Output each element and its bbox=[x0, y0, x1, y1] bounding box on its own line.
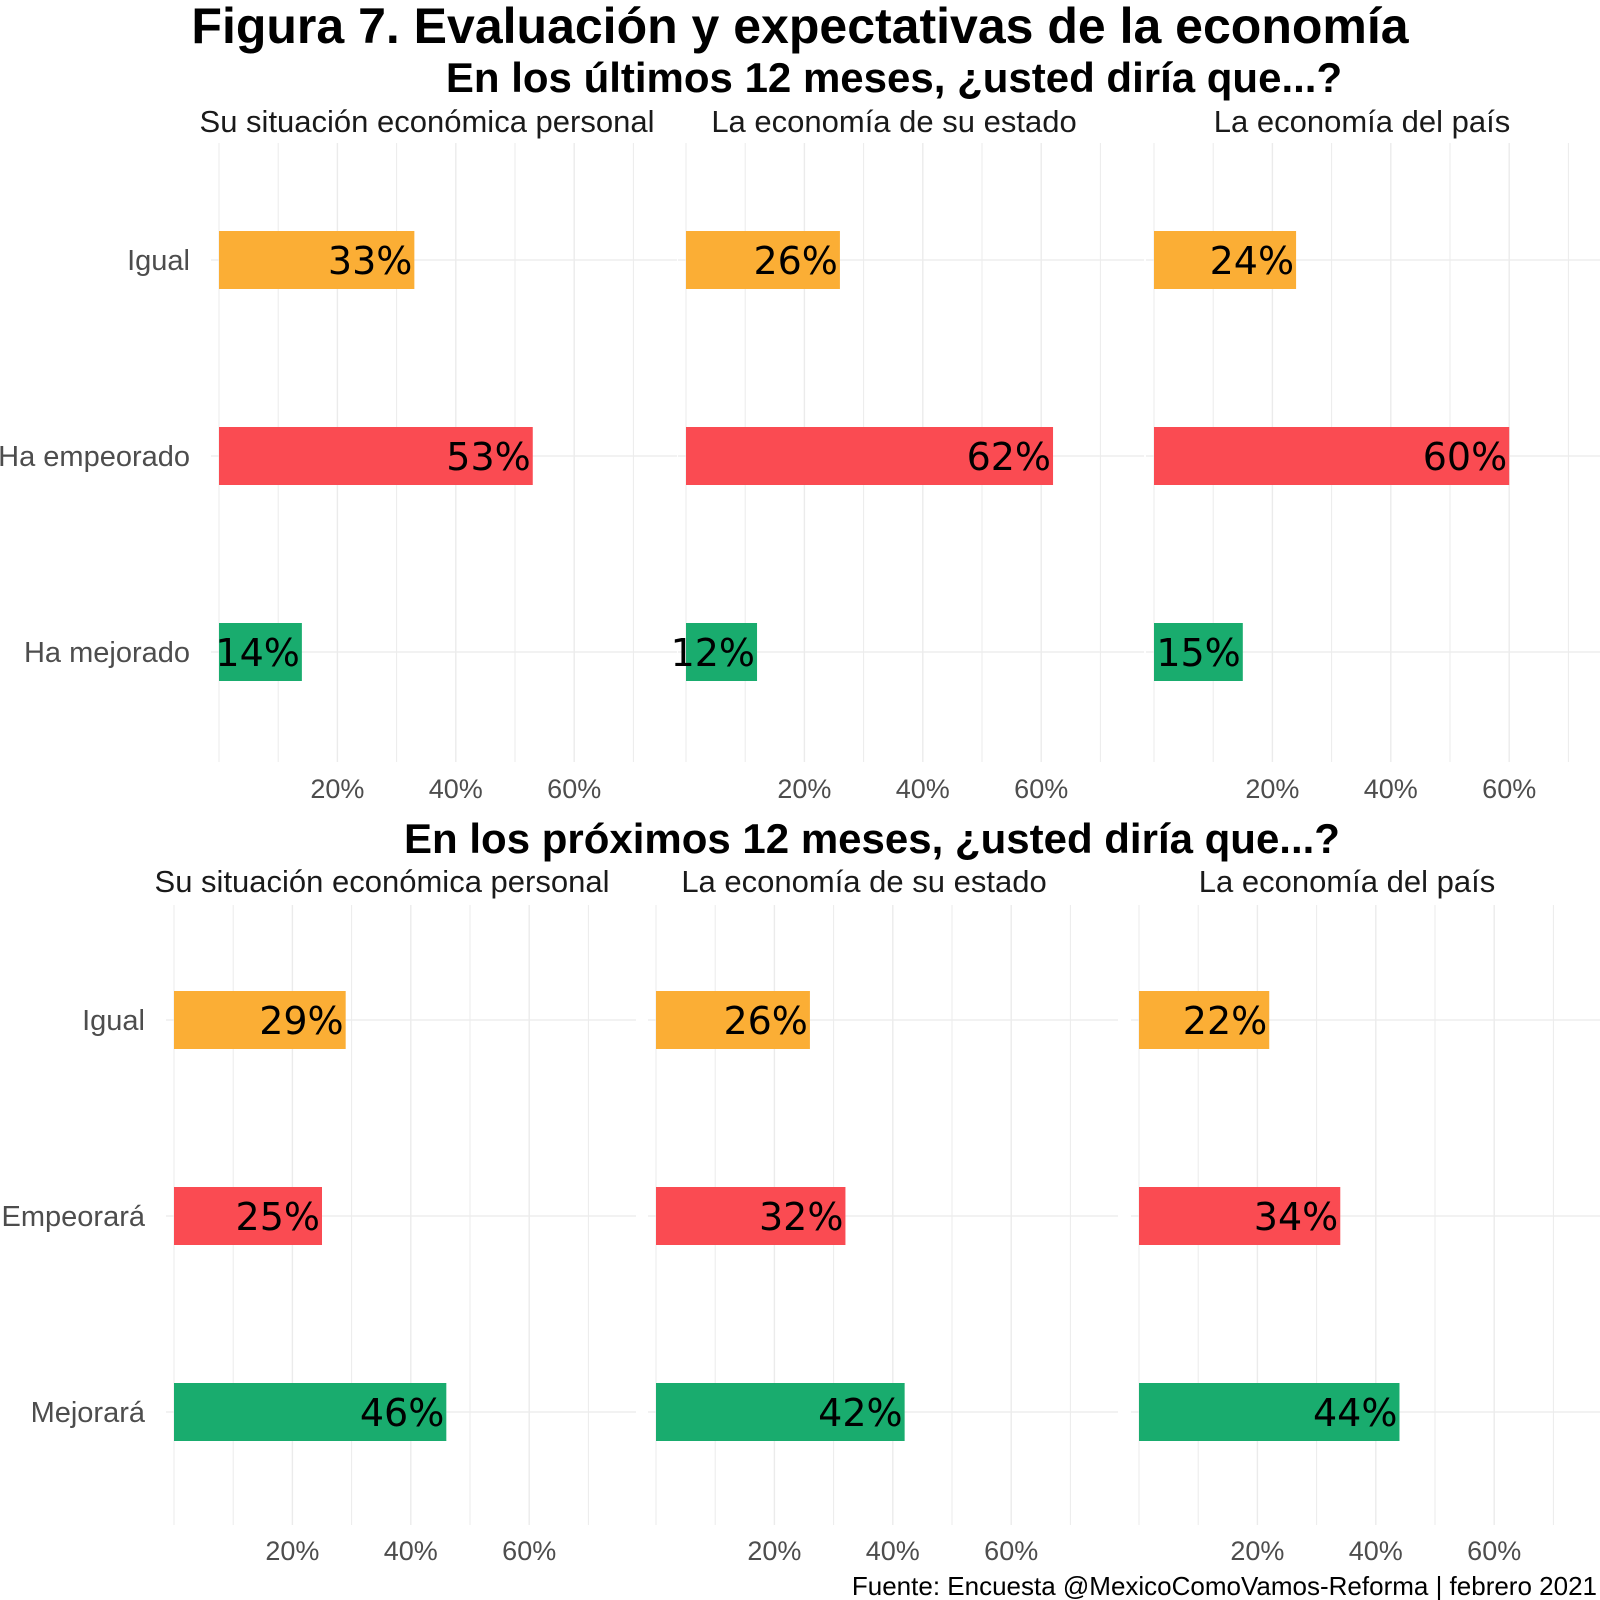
x-tick-past-1-2: 60% bbox=[1014, 774, 1068, 804]
y-label-past-ha-empeorado: Ha empeorado bbox=[0, 441, 190, 473]
facet-title-future-la-economia-de-su-estado: La economía de su estado bbox=[681, 864, 1046, 899]
data-label-past-su-situacion-economica-personal-igual: 33% bbox=[328, 239, 412, 283]
data-label-past-la-economia-del-pais-ha-mejorado: 15% bbox=[1156, 631, 1240, 675]
facet-title-past-la-economia-de-su-estado: La economía de su estado bbox=[711, 104, 1076, 139]
bar-future-la-economia-de-su-estado-mejorara bbox=[656, 1383, 905, 1441]
x-tick-past-0-1: 40% bbox=[429, 774, 483, 804]
data-label-future-la-economia-del-pais-igual: 22% bbox=[1183, 999, 1267, 1043]
bar-past-su-situacion-economica-personal-ha-empeorado bbox=[219, 427, 533, 485]
x-tick-future-0-1: 40% bbox=[384, 1536, 438, 1566]
facet-title-future-la-economia-del-pais: La economía del país bbox=[1199, 864, 1495, 899]
section-subtitle-past: En los últimos 12 meses, ¿usted diría qu… bbox=[446, 54, 1342, 101]
x-tick-future-1-2: 60% bbox=[984, 1536, 1038, 1566]
bar-past-su-situacion-economica-personal-ha-mejorado bbox=[219, 623, 302, 681]
x-tick-future-2-0: 20% bbox=[1230, 1536, 1284, 1566]
data-label-past-la-economia-de-su-estado-ha-mejorado: 12% bbox=[671, 631, 755, 675]
x-tick-future-2-2: 60% bbox=[1467, 1536, 1521, 1566]
x-tick-past-0-0: 20% bbox=[310, 774, 364, 804]
data-label-past-su-situacion-economica-personal-ha-mejorado: 14% bbox=[215, 631, 299, 675]
data-label-past-la-economia-de-su-estado-ha-empeorado: 62% bbox=[967, 435, 1051, 479]
bar-past-su-situacion-economica-personal-igual bbox=[219, 231, 415, 289]
y-label-future-mejorara: Mejorará bbox=[31, 1397, 146, 1429]
x-tick-past-2-2: 60% bbox=[1482, 774, 1536, 804]
facet-title-future-su-situacion-economica-personal: Su situación económica personal bbox=[155, 864, 610, 899]
data-label-future-la-economia-del-pais-mejorara: 44% bbox=[1313, 1391, 1397, 1435]
data-label-future-la-economia-de-su-estado-igual: 26% bbox=[723, 999, 807, 1043]
data-label-past-la-economia-del-pais-ha-empeorado: 60% bbox=[1423, 435, 1507, 479]
data-label-past-su-situacion-economica-personal-ha-empeorado: 53% bbox=[446, 435, 530, 479]
x-tick-future-1-0: 20% bbox=[747, 1536, 801, 1566]
bar-future-la-economia-del-pais-igual bbox=[1139, 991, 1270, 1049]
bar-past-la-economia-del-pais-ha-empeorado bbox=[1154, 427, 1510, 485]
data-label-future-su-situacion-economica-personal-mejorara: 46% bbox=[360, 1391, 444, 1435]
data-label-past-la-economia-de-su-estado-igual: 26% bbox=[753, 239, 837, 283]
bar-future-su-situacion-economica-personal-igual bbox=[174, 991, 346, 1049]
data-label-past-la-economia-del-pais-igual: 24% bbox=[1210, 239, 1294, 283]
x-tick-past-2-0: 20% bbox=[1245, 774, 1299, 804]
plot-layer: Su situación económica personal 33% 53% 14%… bbox=[0, 104, 1600, 1566]
bar-future-la-economia-de-su-estado-empeorara bbox=[656, 1187, 846, 1245]
data-label-future-la-economia-de-su-estado-mejorara: 42% bbox=[818, 1391, 902, 1435]
bar-past-la-economia-de-su-estado-ha-mejorado bbox=[686, 623, 758, 681]
bar-past-la-economia-del-pais-igual bbox=[1154, 231, 1297, 289]
x-tick-future-0-0: 20% bbox=[265, 1536, 319, 1566]
data-label-future-la-economia-del-pais-empeorara: 34% bbox=[1254, 1195, 1338, 1239]
x-tick-past-1-0: 20% bbox=[777, 774, 831, 804]
bar-future-la-economia-del-pais-mejorara bbox=[1139, 1383, 1400, 1441]
x-tick-past-1-1: 40% bbox=[896, 774, 950, 804]
data-label-future-su-situacion-economica-personal-igual: 29% bbox=[259, 999, 343, 1043]
bar-future-su-situacion-economica-personal-empeorara bbox=[174, 1187, 322, 1245]
source-caption: Fuente: Encuesta @MexicoComoVamos-Reform… bbox=[852, 1571, 1597, 1600]
bar-future-la-economia-del-pais-empeorara bbox=[1139, 1187, 1341, 1245]
figure-title: Figura 7. Evaluación y expectativas de l… bbox=[191, 0, 1409, 54]
bar-past-la-economia-de-su-estado-igual bbox=[686, 231, 840, 289]
section-subtitle-future: En los próximos 12 meses, ¿usted diría q… bbox=[404, 815, 1340, 862]
bar-future-su-situacion-economica-personal-mejorara bbox=[174, 1383, 447, 1441]
x-tick-past-2-1: 40% bbox=[1364, 774, 1418, 804]
x-tick-future-1-1: 40% bbox=[866, 1536, 920, 1566]
facet-title-past-la-economia-del-pais: La economía del país bbox=[1214, 104, 1510, 139]
facet-title-past-su-situacion-economica-personal: Su situación económica personal bbox=[200, 104, 655, 139]
x-tick-future-0-2: 60% bbox=[502, 1536, 556, 1566]
bar-past-la-economia-de-su-estado-ha-empeorado bbox=[686, 427, 1054, 485]
y-label-future-empeorara: Empeorará bbox=[2, 1201, 146, 1233]
x-tick-past-0-2: 60% bbox=[547, 774, 601, 804]
y-label-past-ha-mejorado: Ha mejorado bbox=[24, 637, 190, 669]
y-label-past-igual: Igual bbox=[127, 245, 190, 277]
bar-past-la-economia-del-pais-ha-mejorado bbox=[1154, 623, 1243, 681]
data-label-future-la-economia-de-su-estado-empeorara: 32% bbox=[759, 1195, 843, 1239]
y-label-future-igual: Igual bbox=[82, 1005, 145, 1037]
bar-future-la-economia-de-su-estado-igual bbox=[656, 991, 810, 1049]
x-tick-future-2-1: 40% bbox=[1349, 1536, 1403, 1566]
data-label-future-su-situacion-economica-personal-empeorara: 25% bbox=[236, 1195, 320, 1239]
